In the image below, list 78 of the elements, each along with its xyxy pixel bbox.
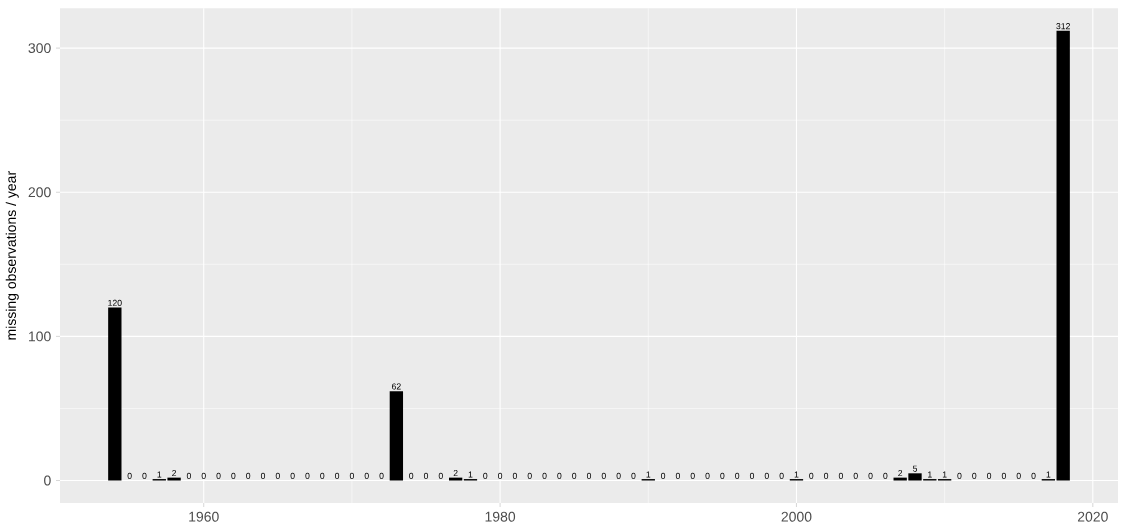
y-tick-label: 100: [29, 331, 51, 342]
data-label: 0: [720, 472, 725, 479]
data-label: 0: [675, 472, 680, 479]
x-tick-label: 1980: [485, 511, 516, 522]
data-label: 0: [631, 472, 636, 479]
data-label: 0: [423, 472, 429, 479]
data-label: 0: [601, 472, 606, 479]
data-label: 0: [527, 472, 532, 479]
data-label: 0: [1001, 472, 1006, 479]
data-label: 0: [127, 472, 132, 479]
data-label: 0: [972, 472, 977, 479]
data-label: 1: [794, 471, 799, 478]
y-tick-label: 200: [28, 187, 51, 198]
data-label: 0: [735, 472, 740, 479]
data-label: 0: [349, 472, 354, 479]
data-label: 1: [928, 471, 932, 478]
data-label: 0: [853, 472, 858, 479]
data-label: 2: [453, 469, 458, 477]
data-label: 0: [364, 472, 369, 479]
data-label: 0: [512, 472, 517, 479]
bar: [1056, 30, 1070, 481]
data-label: 0: [883, 472, 888, 479]
data-label: 312: [1056, 23, 1070, 30]
data-label: 0: [661, 472, 666, 479]
bar: [448, 477, 463, 481]
bar: [108, 307, 122, 481]
data-label: 0: [824, 472, 829, 479]
x-tick-label: 1960: [189, 511, 219, 522]
data-label: 0: [142, 472, 147, 479]
data-label: 0: [838, 472, 843, 479]
data-label: 0: [1016, 472, 1021, 479]
data-label: 0: [868, 472, 873, 479]
data-label: 0: [779, 472, 784, 479]
y-tick-label: 300: [28, 43, 51, 54]
data-label: 62: [391, 383, 401, 390]
data-label: 5: [912, 465, 918, 472]
data-label: 1: [468, 471, 473, 478]
data-label: 0: [764, 472, 769, 479]
data-label: 0: [586, 472, 592, 479]
data-label: 2: [172, 469, 177, 477]
data-label: 1: [646, 471, 651, 478]
data-label: 0: [275, 472, 280, 479]
data-label: 0: [557, 472, 562, 479]
data-label: 0: [749, 472, 755, 479]
data-label: 0: [335, 472, 340, 479]
data-label: 0: [231, 472, 236, 479]
data-label: 0: [379, 472, 384, 479]
bar: [389, 391, 404, 481]
data-label: 1: [1046, 471, 1051, 478]
data-label: 0: [616, 472, 621, 479]
data-label: 0: [320, 472, 325, 479]
x-tick-label: 2000: [781, 511, 812, 522]
data-label: 0: [246, 472, 251, 479]
data-label: 1: [942, 471, 947, 478]
data-label: 120: [108, 299, 122, 306]
data-label: 0: [957, 472, 962, 479]
data-label: 0: [186, 472, 191, 479]
data-label: 0: [690, 472, 695, 479]
data-label: 0: [305, 472, 310, 479]
data-label: 0: [987, 472, 992, 479]
data-label: 0: [705, 472, 710, 479]
data-label: 0: [809, 472, 814, 479]
data-label: 0: [438, 472, 443, 479]
data-label: 0: [483, 472, 488, 479]
y-axis-title: missing observations / year: [5, 171, 19, 340]
data-label: 0: [1031, 472, 1036, 479]
x-tick-label: 2020: [1077, 511, 1108, 522]
data-label: 0: [216, 472, 221, 479]
data-label: 1: [157, 471, 162, 478]
data-label: 0: [542, 472, 547, 479]
data-label: 0: [409, 472, 414, 479]
data-label: 2: [898, 469, 903, 477]
y-tick-label: 0: [44, 475, 51, 486]
data-label: 0: [260, 472, 266, 479]
data-label: 0: [498, 472, 503, 479]
data-label: 0: [572, 472, 577, 479]
data-label: 0: [290, 472, 295, 479]
data-label: 0: [201, 472, 206, 479]
